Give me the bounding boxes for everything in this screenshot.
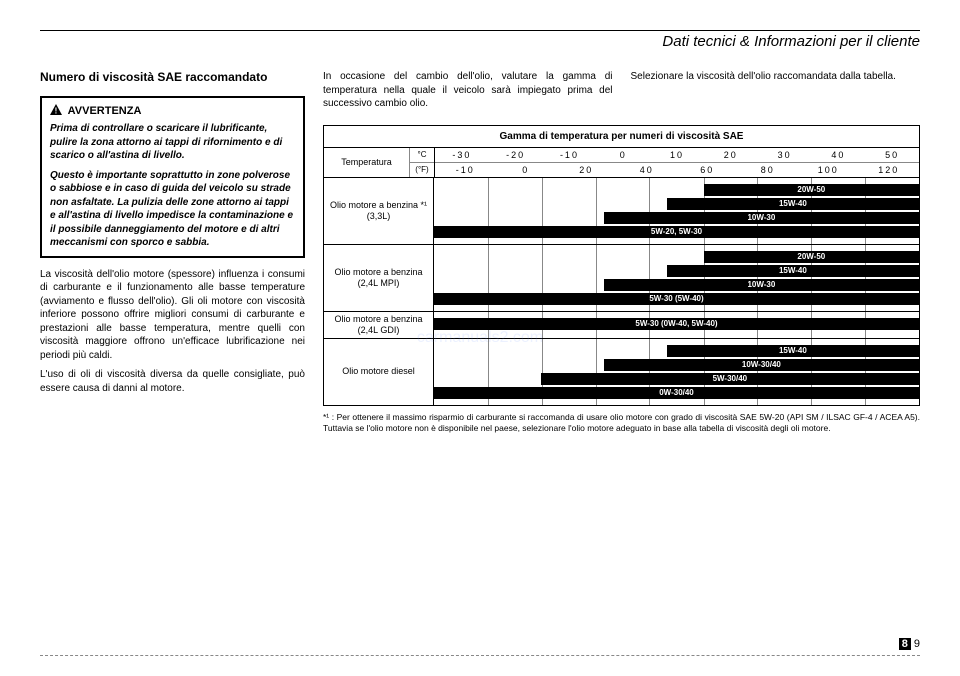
footnote: *¹ : Per ottenere il massimo risparmio d… bbox=[323, 412, 920, 434]
warning-label: AVVERTENZA bbox=[68, 105, 142, 117]
unit-c: °C bbox=[410, 148, 434, 163]
section-heading: Numero di viscosità SAE raccomandato bbox=[40, 70, 305, 86]
viscosity-bar: 5W-30 (5W-40) bbox=[434, 293, 919, 305]
temperature-row: Temperatura °C (°F) -30-20-1001020304050… bbox=[324, 148, 919, 178]
right-top-p2: Selezionare la viscosità dell'olio racco… bbox=[631, 70, 921, 111]
svg-text:!: ! bbox=[55, 106, 58, 115]
viscosity-bar: 10W-30/40 bbox=[604, 359, 919, 371]
body-p1: La viscosità dell'olio motore (spessore)… bbox=[40, 268, 305, 363]
scale-f-val: 0 bbox=[496, 163, 557, 177]
viscosity-bar: 0W-30/40 bbox=[434, 387, 919, 399]
viscosity-chart: Gamma di temperatura per numeri di visco… bbox=[323, 125, 920, 406]
scale-c-val: 20 bbox=[704, 148, 758, 162]
warning-box: ! AVVERTENZA Prima di controllare o scar… bbox=[40, 96, 305, 258]
warning-p2: Questo è importante soprattutto in zone … bbox=[50, 169, 295, 250]
oil-group-label: Olio motore a benzina(2,4L MPI) bbox=[324, 245, 434, 311]
temp-label: Temperatura bbox=[324, 148, 409, 177]
scale-f-val: 120 bbox=[859, 163, 920, 177]
scale-f-val: 80 bbox=[738, 163, 799, 177]
viscosity-bar: 15W-40 bbox=[667, 265, 919, 277]
scale-c-val: -10 bbox=[543, 148, 597, 162]
scale-f-val: 40 bbox=[617, 163, 678, 177]
scale-f-val: 20 bbox=[556, 163, 617, 177]
scale-c-val: 30 bbox=[758, 148, 812, 162]
oil-group-row: Olio motore a benzina(2,4L GDI)5W-30 (0W… bbox=[324, 312, 919, 339]
unit-f: (°F) bbox=[410, 163, 434, 177]
scale-c-val: 40 bbox=[811, 148, 865, 162]
scale-f-val: -10 bbox=[435, 163, 496, 177]
warning-p1: Prima di controllare o scaricare il lubr… bbox=[50, 122, 295, 163]
scale-f-val: 60 bbox=[677, 163, 738, 177]
oil-group-row: Olio motore a benzina *¹(3,3L) 20W-50 15W-… bbox=[324, 178, 919, 245]
viscosity-bar: 15W-40 bbox=[667, 198, 919, 210]
oil-group-label: Olio motore diesel bbox=[324, 339, 434, 405]
scale-f-val: 100 bbox=[798, 163, 859, 177]
oil-group-row: Olio motore a benzina(2,4L MPI) 20W-50 15W… bbox=[324, 245, 919, 312]
scale-c-val: 50 bbox=[865, 148, 919, 162]
scale-c-val: 10 bbox=[650, 148, 704, 162]
viscosity-bar: 15W-40 bbox=[667, 345, 919, 357]
viscosity-bar: 5W-30 (0W-40, 5W-40) bbox=[434, 318, 919, 330]
viscosity-bar: 5W-20, 5W-30 bbox=[434, 226, 919, 238]
right-top-p1: In occasione del cambio dell'olio, valut… bbox=[323, 70, 613, 111]
body-p2: L'uso di oli di viscosità diversa da que… bbox=[40, 368, 305, 395]
viscosity-bar: 10W-30 bbox=[604, 212, 919, 224]
oil-group-label: Olio motore a benzina *¹(3,3L) bbox=[324, 178, 434, 244]
scale-c-val: -30 bbox=[435, 148, 489, 162]
scale-c-val: -20 bbox=[489, 148, 543, 162]
scale-c-val: 0 bbox=[596, 148, 650, 162]
chart-title: Gamma di temperatura per numeri di visco… bbox=[324, 126, 919, 149]
warning-icon: ! bbox=[50, 104, 62, 115]
oil-group-label: Olio motore a benzina(2,4L GDI) bbox=[324, 312, 434, 338]
page-number: 89 bbox=[899, 638, 920, 650]
viscosity-bar: 10W-30 bbox=[604, 279, 919, 291]
viscosity-bar: 20W-50 bbox=[704, 251, 919, 263]
viscosity-bar: 5W-30/40 bbox=[541, 373, 919, 385]
page-header: Dati tecnici & Informazioni per il clien… bbox=[40, 33, 920, 50]
oil-group-row: Olio motore diesel 15W-40 10W-30/40 5W-30/4… bbox=[324, 339, 919, 405]
viscosity-bar: 20W-50 bbox=[704, 184, 919, 196]
